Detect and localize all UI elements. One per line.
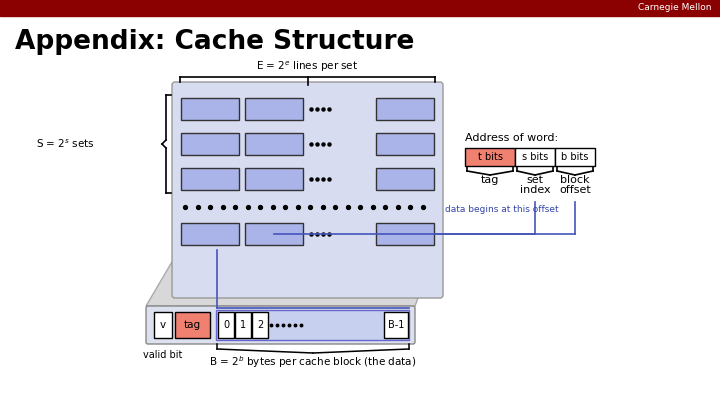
Bar	[465, 148, 515, 166]
Text: S = 2$^s$ sets: S = 2$^s$ sets	[36, 138, 95, 150]
Text: data begins at this offset: data begins at this offset	[445, 205, 559, 215]
Polygon shape	[146, 250, 436, 306]
Text: b bits: b bits	[562, 152, 589, 162]
Bar	[376, 98, 434, 120]
Text: Carnegie Mellon: Carnegie Mellon	[639, 4, 712, 13]
Bar	[252, 312, 268, 338]
Bar	[555, 148, 595, 166]
Bar	[376, 133, 434, 155]
Text: E = 2$^e$ lines per set: E = 2$^e$ lines per set	[256, 60, 359, 74]
Text: tag: tag	[184, 320, 201, 330]
Bar	[154, 312, 172, 338]
Bar	[384, 312, 408, 338]
Text: offset: offset	[559, 185, 591, 195]
Text: index: index	[520, 185, 550, 195]
Text: Appendix: Cache Structure: Appendix: Cache Structure	[15, 29, 415, 55]
Bar	[515, 148, 555, 166]
Bar	[218, 312, 234, 338]
Text: block: block	[560, 175, 590, 185]
Text: set: set	[526, 175, 544, 185]
Bar	[245, 133, 303, 155]
FancyBboxPatch shape	[172, 82, 443, 298]
Text: 0: 0	[223, 320, 229, 330]
Bar	[235, 312, 251, 338]
Text: tag: tag	[481, 175, 499, 185]
Bar	[245, 98, 303, 120]
Text: Address of word:: Address of word:	[465, 133, 558, 143]
Bar	[175, 312, 210, 338]
Text: B = 2$^b$ bytes per cache block (the data): B = 2$^b$ bytes per cache block (the dat…	[210, 354, 417, 370]
Text: B-1: B-1	[388, 320, 404, 330]
FancyBboxPatch shape	[146, 306, 415, 344]
Bar	[245, 168, 303, 190]
Text: 2: 2	[257, 320, 263, 330]
Bar	[245, 223, 303, 245]
Bar	[0, 0, 720, 16]
Bar	[181, 223, 239, 245]
Text: s bits: s bits	[522, 152, 548, 162]
Text: t bits: t bits	[477, 152, 503, 162]
Text: valid bit: valid bit	[143, 350, 183, 360]
Bar	[181, 168, 239, 190]
Bar	[376, 168, 434, 190]
Bar	[181, 133, 239, 155]
Text: v: v	[160, 320, 166, 330]
Text: 1: 1	[240, 320, 246, 330]
Bar	[181, 98, 239, 120]
Bar	[376, 223, 434, 245]
Bar	[216, 310, 409, 340]
